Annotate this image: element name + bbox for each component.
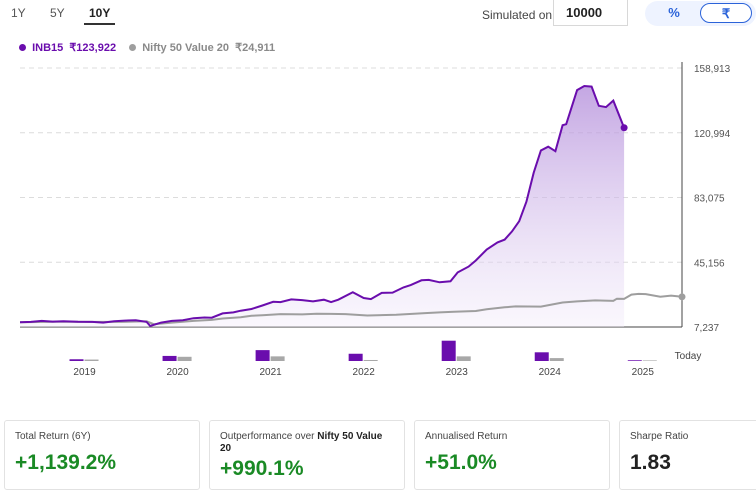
legend-dot-benchmark xyxy=(129,44,137,51)
y-tick-label-1: 120,994 xyxy=(694,129,731,140)
bar-benchmark-2022 xyxy=(363,359,378,361)
x-tick-label-2019: 2019 xyxy=(73,367,96,378)
annualised-return-label: Annualised Return xyxy=(425,431,508,442)
tab-1y[interactable]: 1Y xyxy=(11,6,26,20)
bar-benchmark-2020 xyxy=(177,356,192,361)
benchmark-end-point xyxy=(678,293,686,301)
x-tick-label-today: Today xyxy=(675,351,702,362)
outperformance-label: Outperformance over Nifty 50 Value 20 xyxy=(220,431,394,455)
bar-inb15-2023 xyxy=(441,340,456,361)
y-tick-label-2: 83,075 xyxy=(694,194,725,205)
x-tick-label-2022: 2022 xyxy=(353,367,376,378)
x-tick-label-2021: 2021 xyxy=(259,367,282,378)
sharpe-ratio-card: Sharpe Ratio 1.83 xyxy=(619,420,756,490)
percent-toggle-button[interactable]: % xyxy=(668,5,680,20)
investment-amount-input[interactable] xyxy=(553,0,628,26)
outperformance-label-prefix: Outperformance over xyxy=(220,431,318,442)
outperformance-value: +990.1% xyxy=(220,457,304,480)
legend-name-benchmark: Nifty 50 Value 20 xyxy=(142,42,230,54)
x-tick-label-2023: 2023 xyxy=(446,367,469,378)
legend-item-benchmark[interactable]: Nifty 50 Value 20 ₹24,911 xyxy=(129,41,275,54)
legend-name-inb15: INB15 xyxy=(32,42,64,54)
outperformance-benchmark-name: Nifty 50 Value 20 xyxy=(220,431,383,454)
value-mode-toggle: % ₹ xyxy=(645,1,756,26)
chart-legend: INB15 ₹123,922 Nifty 50 Value 20 ₹24,911 xyxy=(19,41,285,54)
x-tick-label-2020: 2020 xyxy=(166,367,189,378)
legend-dot-inb15 xyxy=(19,44,26,51)
legend-item-inb15[interactable]: INB15 ₹123,922 xyxy=(19,41,116,54)
bar-inb15-2020 xyxy=(162,355,177,361)
x-tick-label-2025: 2025 xyxy=(632,367,655,378)
rupee-toggle-button[interactable]: ₹ xyxy=(700,3,752,23)
total-return-value: +1,139.2% xyxy=(15,451,117,474)
y-tick-label-4: 7,237 xyxy=(694,323,719,334)
performance-chart: 158,913 120,994 83,075 45,156 7,237 2019 2020 2… xyxy=(19,62,731,378)
total-return-label: Total Return (6Y) xyxy=(15,431,91,442)
legend-value-benchmark: ₹24,911 xyxy=(235,42,276,54)
annualised-return-value: +51.0% xyxy=(425,451,497,474)
bar-inb15-2022 xyxy=(348,353,363,361)
bar-inb15-2021 xyxy=(255,350,270,361)
simulated-on-label: Simulated on xyxy=(482,8,553,22)
sharpe-ratio-label: Sharpe Ratio xyxy=(630,431,689,442)
annualised-return-card: Annualised Return +51.0% xyxy=(414,420,610,490)
y-tick-label-3: 45,156 xyxy=(694,258,725,269)
benchmark-line xyxy=(19,292,683,326)
bar-benchmark-2019 xyxy=(84,359,99,361)
tab-10y[interactable]: 10Y xyxy=(84,6,116,25)
bar-benchmark-2021 xyxy=(270,356,285,361)
y-tick-label-0: 158,913 xyxy=(694,64,731,75)
tab-5y[interactable]: 5Y xyxy=(50,6,65,20)
x-tick-label-2024: 2024 xyxy=(539,367,562,378)
total-return-card: Total Return (6Y) +1,139.2% xyxy=(4,420,200,490)
inb15-line xyxy=(19,84,626,328)
bar-benchmark-2024 xyxy=(549,358,564,361)
inb15-end-point xyxy=(620,124,628,132)
sharpe-ratio-value: 1.83 xyxy=(630,451,671,474)
bar-benchmark-2023 xyxy=(456,356,471,361)
inb15-area xyxy=(20,86,625,327)
legend-value-inb15: ₹123,922 xyxy=(69,42,117,54)
bar-inb15-2025 xyxy=(627,360,642,361)
outperformance-card: Outperformance over Nifty 50 Value 20 +9… xyxy=(209,420,405,490)
bar-inb15-2019 xyxy=(69,359,84,361)
bar-inb15-2024 xyxy=(534,352,549,361)
bar-benchmark-2025 xyxy=(642,360,657,361)
